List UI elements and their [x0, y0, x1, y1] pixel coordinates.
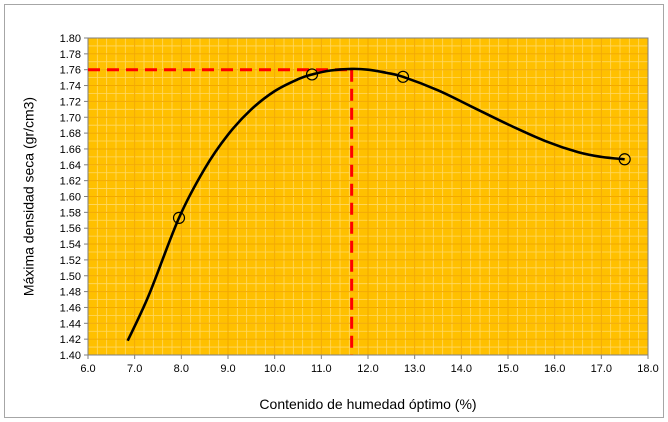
x-tick-label: 12.0: [357, 363, 378, 375]
y-tick-label: 1.68: [60, 128, 81, 140]
data-markers: [172, 68, 631, 224]
y-tick-label: 1.76: [60, 65, 81, 77]
y-tick-label: 1.74: [60, 81, 81, 93]
y-tick-label: 1.46: [60, 302, 81, 314]
y-tick-label: 1.80: [60, 33, 81, 45]
y-tick-label: 1.70: [60, 112, 81, 124]
y-tick-label: 1.60: [60, 192, 81, 204]
data-point-marker: [618, 153, 631, 166]
y-tick-label: 1.54: [60, 239, 81, 251]
data-point-marker: [305, 68, 319, 81]
y-tick-label: 1.56: [60, 223, 81, 235]
x-tick-label: 7.0: [127, 363, 142, 375]
y-tick-label: 1.66: [60, 144, 81, 156]
y-tick-label: 1.62: [60, 176, 81, 188]
reference-lines: [88, 68, 354, 355]
plot-border: [87, 37, 649, 356]
x-tick-label: 6.0: [80, 363, 95, 375]
compaction-curve: [126, 67, 625, 342]
y-tick-label: 1.42: [60, 334, 81, 346]
y-tick-label: 1.58: [60, 207, 81, 219]
y-tick-label: 1.44: [60, 318, 81, 330]
data-point-marker: [396, 70, 410, 83]
data-point-marker: [172, 211, 186, 224]
y-tick-label: 1.72: [60, 96, 81, 108]
x-tick-label: 13.0: [404, 363, 425, 375]
y-tick-label: 1.52: [60, 255, 81, 267]
y-tick-label: 1.50: [60, 271, 81, 283]
x-tick-label: 16.0: [544, 363, 565, 375]
x-tick-label: 8.0: [174, 363, 189, 375]
y-axis-title: Máxima densidad seca (gr/cm3): [21, 97, 37, 296]
y-tick-label: 1.64: [60, 160, 81, 172]
y-tick-label: 1.40: [60, 350, 81, 362]
x-tick-label: 14.0: [451, 363, 472, 375]
x-tick-label: 11.0: [311, 363, 332, 375]
x-axis-title: Contenido de humedad óptimo (%): [259, 396, 476, 412]
x-tick-label: 15.0: [497, 363, 518, 375]
y-tick-label: 1.78: [60, 49, 81, 61]
x-tick-labels: 6.0 7.0 8.0 9.0 10.0 11.0 12.0 13.0 14.0 15.0 16.0…: [80, 363, 658, 375]
x-tick-label: 10.0: [264, 363, 285, 375]
x-tick-label: 9.0: [220, 363, 235, 375]
x-tick-label: 17.0: [591, 363, 612, 375]
y-tick-label: 1.48: [60, 287, 81, 299]
x-tick-label: 18.0: [637, 363, 658, 375]
y-tick-labels: 1.40 1.42 1.44 1.46 1.48 1.50 1.52 1.54 1.56 1.58…: [60, 33, 81, 362]
